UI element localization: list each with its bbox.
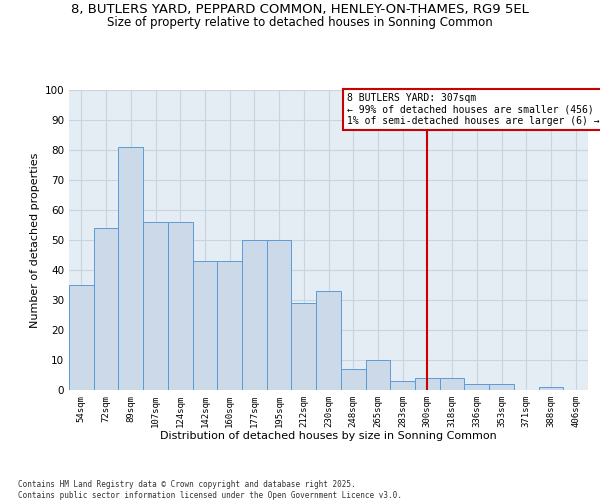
Bar (464, 384, 489, 390)
Bar (292, 303, 316, 390)
Bar (316, 291, 341, 390)
Bar (94, 228, 118, 390)
X-axis label: Distribution of detached houses by size in Sonning Common: Distribution of detached houses by size … (160, 432, 497, 442)
Text: Contains HM Land Registry data © Crown copyright and database right 2025.
Contai: Contains HM Land Registry data © Crown c… (18, 480, 402, 500)
Bar (489, 384, 514, 390)
Bar (217, 261, 242, 390)
Bar (143, 222, 168, 390)
Y-axis label: Number of detached properties: Number of detached properties (31, 152, 40, 328)
Bar (69, 285, 94, 390)
Bar (390, 381, 415, 390)
Bar (415, 378, 440, 390)
Bar (440, 378, 464, 390)
Bar (118, 147, 143, 390)
Bar (242, 240, 267, 390)
Bar (539, 387, 563, 390)
Bar (341, 369, 365, 390)
Bar (193, 261, 217, 390)
Text: 8, BUTLERS YARD, PEPPARD COMMON, HENLEY-ON-THAMES, RG9 5EL: 8, BUTLERS YARD, PEPPARD COMMON, HENLEY-… (71, 2, 529, 16)
Bar (267, 240, 292, 390)
Text: 8 BUTLERS YARD: 307sqm
← 99% of detached houses are smaller (456)
1% of semi-det: 8 BUTLERS YARD: 307sqm ← 99% of detached… (347, 93, 599, 126)
Text: Size of property relative to detached houses in Sonning Common: Size of property relative to detached ho… (107, 16, 493, 29)
Bar (168, 222, 193, 390)
Bar (365, 360, 390, 390)
